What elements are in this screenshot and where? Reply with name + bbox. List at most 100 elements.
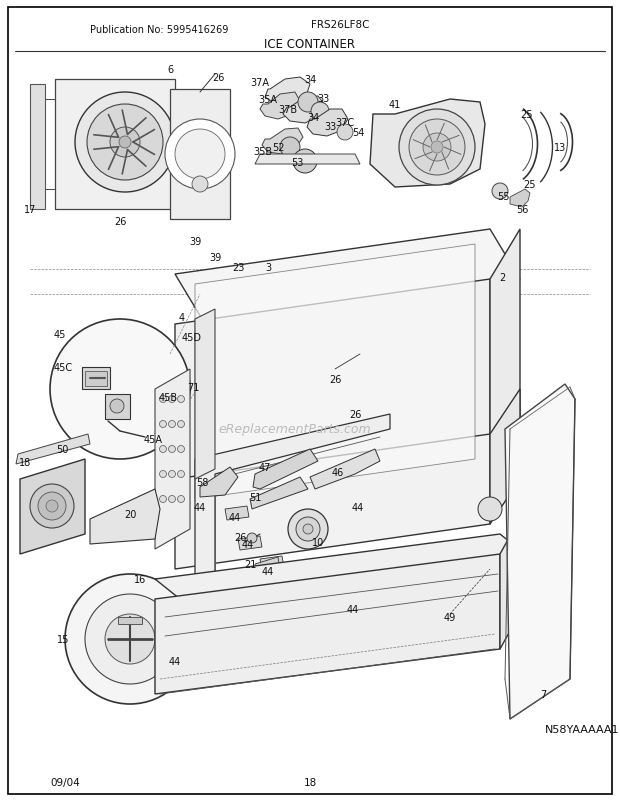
Polygon shape	[500, 509, 525, 649]
Text: 09/04: 09/04	[50, 777, 80, 787]
Polygon shape	[307, 110, 348, 137]
Circle shape	[159, 396, 167, 403]
Circle shape	[492, 184, 508, 200]
Text: 18: 18	[303, 777, 317, 787]
Polygon shape	[230, 571, 254, 585]
Text: 26: 26	[234, 533, 246, 542]
Circle shape	[75, 93, 175, 192]
Text: Publication No: 5995416269: Publication No: 5995416269	[90, 25, 228, 35]
Text: 45D: 45D	[182, 333, 202, 342]
Text: 4: 4	[179, 313, 185, 322]
Text: 2: 2	[499, 273, 505, 282]
Circle shape	[119, 137, 131, 149]
Text: eReplacementParts.com: eReplacementParts.com	[219, 423, 371, 436]
Text: 44: 44	[169, 656, 181, 666]
Text: 35B: 35B	[254, 147, 273, 157]
Text: 44: 44	[352, 502, 364, 512]
Text: 3: 3	[265, 263, 271, 273]
Text: 21: 21	[244, 559, 256, 569]
Text: 53: 53	[291, 158, 303, 168]
Circle shape	[175, 130, 225, 180]
Polygon shape	[265, 78, 310, 107]
Text: FRS26LF8C: FRS26LF8C	[311, 20, 370, 30]
Circle shape	[169, 446, 175, 453]
Polygon shape	[82, 367, 110, 390]
Text: 44: 44	[262, 566, 274, 577]
Text: 33: 33	[317, 94, 329, 104]
Text: 44: 44	[347, 604, 359, 614]
Polygon shape	[250, 477, 308, 509]
Circle shape	[159, 496, 167, 503]
Circle shape	[177, 396, 185, 403]
Text: 20: 20	[124, 509, 136, 520]
Circle shape	[478, 497, 502, 521]
Circle shape	[177, 496, 185, 503]
Polygon shape	[55, 80, 175, 210]
Polygon shape	[118, 618, 142, 624]
Text: 44: 44	[194, 502, 206, 512]
Polygon shape	[175, 229, 520, 325]
Text: 54: 54	[352, 128, 364, 138]
Polygon shape	[155, 370, 190, 549]
Text: 45A: 45A	[143, 435, 162, 444]
Circle shape	[85, 594, 175, 684]
Text: 45B: 45B	[159, 392, 177, 403]
Text: 6: 6	[167, 65, 173, 75]
Polygon shape	[260, 557, 284, 570]
Circle shape	[293, 150, 317, 174]
Polygon shape	[155, 554, 500, 695]
Circle shape	[169, 496, 175, 503]
Text: 23: 23	[232, 263, 244, 273]
Text: 49: 49	[444, 612, 456, 622]
Polygon shape	[105, 395, 130, 419]
Text: 35A: 35A	[259, 95, 278, 105]
Polygon shape	[238, 537, 262, 550]
Circle shape	[38, 492, 66, 520]
Text: 25: 25	[521, 110, 533, 119]
Text: 7: 7	[540, 689, 546, 699]
Circle shape	[296, 517, 320, 541]
Polygon shape	[225, 506, 249, 520]
Circle shape	[337, 125, 353, 141]
Text: N58YAAAAA1: N58YAAAAA1	[545, 724, 619, 734]
Polygon shape	[30, 85, 45, 210]
Text: 15: 15	[57, 634, 69, 644]
Circle shape	[105, 614, 155, 664]
Circle shape	[247, 533, 257, 543]
Polygon shape	[175, 435, 490, 569]
Polygon shape	[195, 415, 390, 604]
Text: 25: 25	[524, 180, 536, 190]
Text: 50: 50	[56, 444, 68, 455]
Circle shape	[409, 119, 465, 176]
Circle shape	[177, 471, 185, 478]
Polygon shape	[155, 534, 525, 599]
Text: 41: 41	[389, 100, 401, 110]
Circle shape	[169, 421, 175, 428]
Circle shape	[280, 138, 300, 158]
Polygon shape	[175, 280, 490, 525]
Circle shape	[177, 446, 185, 453]
Polygon shape	[283, 97, 325, 124]
Circle shape	[423, 134, 451, 162]
Text: 44: 44	[242, 539, 254, 549]
Circle shape	[30, 484, 74, 529]
Text: 47: 47	[259, 463, 271, 472]
Text: 56: 56	[516, 205, 528, 215]
Circle shape	[177, 421, 185, 428]
Text: 26: 26	[349, 410, 361, 419]
Text: 34: 34	[307, 113, 319, 123]
Circle shape	[288, 509, 328, 549]
Text: 18: 18	[19, 457, 31, 468]
Text: 46: 46	[332, 468, 344, 477]
Polygon shape	[90, 489, 160, 545]
Text: 52: 52	[272, 143, 284, 153]
Circle shape	[303, 525, 313, 534]
Polygon shape	[255, 557, 280, 577]
Circle shape	[169, 471, 175, 478]
Text: ICE CONTAINER: ICE CONTAINER	[265, 38, 355, 51]
Circle shape	[50, 320, 190, 460]
Circle shape	[65, 574, 195, 704]
Circle shape	[165, 119, 235, 190]
Text: 16: 16	[134, 574, 146, 585]
Circle shape	[399, 110, 475, 186]
